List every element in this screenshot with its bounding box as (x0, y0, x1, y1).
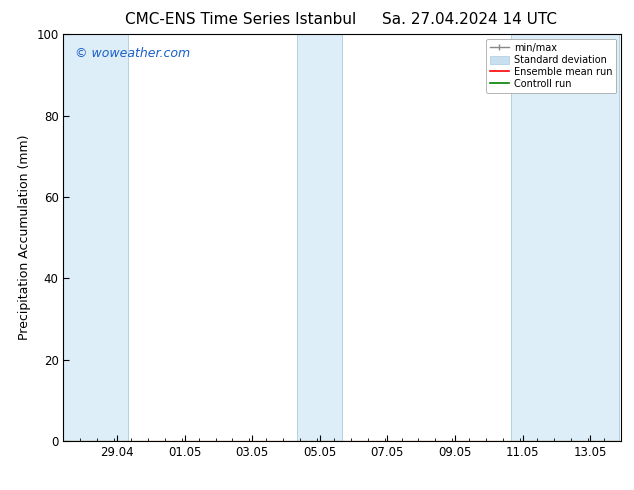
Y-axis label: Precipitation Accumulation (mm): Precipitation Accumulation (mm) (18, 135, 30, 341)
Bar (512, 34, 619, 441)
Bar (297, 34, 342, 441)
Text: © woweather.com: © woweather.com (75, 47, 190, 59)
Legend: min/max, Standard deviation, Ensemble mean run, Controll run: min/max, Standard deviation, Ensemble me… (486, 39, 616, 93)
Text: Sa. 27.04.2024 14 UTC: Sa. 27.04.2024 14 UTC (382, 12, 557, 27)
Bar (63, 34, 127, 441)
Text: CMC-ENS Time Series Istanbul: CMC-ENS Time Series Istanbul (126, 12, 356, 27)
